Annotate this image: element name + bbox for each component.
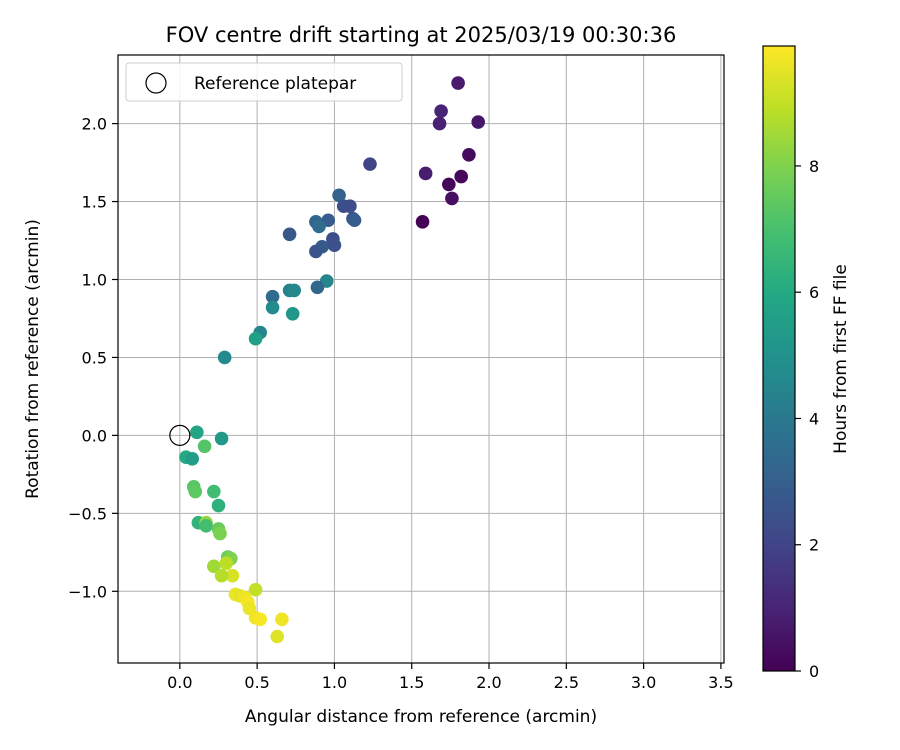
x-axis-ticks: 0.0 0.5 1.0 1.5 2.0 2.5 3.0 3.5 xyxy=(167,663,734,692)
reference-marker-layer xyxy=(169,424,191,446)
data-point xyxy=(219,556,234,571)
y-tick-label: −1.0 xyxy=(68,582,107,601)
data-point xyxy=(363,157,377,171)
x-tick-label: 3.5 xyxy=(708,673,733,692)
plot-frame xyxy=(117,54,725,664)
data-point xyxy=(253,612,268,627)
data-point xyxy=(454,169,468,184)
colorbar-tick-label: 2 xyxy=(809,536,819,555)
data-point xyxy=(207,484,221,499)
legend: Reference platepar xyxy=(125,62,403,102)
data-point xyxy=(248,331,263,346)
reference-platepar-marker xyxy=(169,424,191,446)
colorbar-tick-label: 8 xyxy=(809,157,819,176)
x-tick-label: 3.0 xyxy=(631,673,656,692)
data-point xyxy=(199,519,213,533)
data-point xyxy=(275,612,289,627)
data-point xyxy=(214,568,229,583)
y-axis-ticks: −1.0 −0.5 0.0 0.5 1.0 1.5 2.0 xyxy=(68,115,118,601)
y-tick-label: 1.0 xyxy=(82,270,107,289)
grid-lines xyxy=(118,55,724,663)
x-tick-label: 0.0 xyxy=(167,673,192,692)
x-tick-label: 0.5 xyxy=(244,673,269,692)
data-point xyxy=(285,306,300,321)
colorbar: 0 2 4 6 8 Hours from first FF file xyxy=(762,45,851,681)
x-tick-label: 1.0 xyxy=(322,673,347,692)
data-point xyxy=(190,425,204,440)
data-point xyxy=(312,219,326,234)
y-tick-label: 0.0 xyxy=(82,426,107,445)
x-tick-label: 1.5 xyxy=(399,673,424,692)
data-point xyxy=(270,629,285,644)
colorbar-gradient xyxy=(763,46,795,671)
colorbar-tick-label: 4 xyxy=(809,409,819,428)
colorbar-frame xyxy=(762,45,796,672)
data-point xyxy=(327,238,342,252)
legend-entry-reference-platepar: Reference platepar xyxy=(194,74,356,94)
y-tick-label: 2.0 xyxy=(82,115,107,134)
data-point xyxy=(332,188,346,203)
data-point xyxy=(217,350,232,365)
colorbar-label: Hours from first FF file xyxy=(831,264,851,454)
data-point xyxy=(418,166,433,181)
data-point xyxy=(432,116,447,131)
data-point xyxy=(451,76,465,90)
colorbar-ticks: 0 2 4 6 8 xyxy=(795,157,819,681)
legend-reference-marker xyxy=(145,72,167,94)
data-point xyxy=(188,484,203,499)
x-axis-label: Angular distance from reference (arcmin) xyxy=(245,707,597,727)
data-point xyxy=(248,582,263,597)
data-point xyxy=(197,439,212,454)
data-point xyxy=(211,498,226,513)
data-point xyxy=(309,244,323,259)
data-point xyxy=(287,283,302,298)
y-tick-label: −0.5 xyxy=(68,504,107,523)
data-point xyxy=(207,559,221,574)
data-point xyxy=(185,451,200,466)
x-tick-label: 2.0 xyxy=(476,673,501,692)
data-point xyxy=(462,147,476,162)
data-point xyxy=(343,199,357,214)
data-point xyxy=(213,526,227,541)
legend-box xyxy=(125,62,403,102)
colorbar-tick-label: 6 xyxy=(809,283,819,302)
y-axis-label: Rotation from reference (arcmin) xyxy=(23,219,43,499)
data-point xyxy=(347,213,362,228)
data-point xyxy=(442,177,456,192)
data-point xyxy=(434,104,448,118)
y-tick-label: 1.5 xyxy=(82,193,107,212)
x-tick-label: 2.5 xyxy=(554,673,579,692)
data-point xyxy=(265,289,280,304)
data-point xyxy=(310,280,325,295)
data-point xyxy=(445,191,459,206)
data-point xyxy=(471,115,485,129)
y-tick-label: 0.5 xyxy=(82,348,107,367)
data-point xyxy=(214,431,229,446)
colorbar-tick-label: 0 xyxy=(809,662,819,681)
data-point xyxy=(415,215,430,229)
data-point xyxy=(265,300,280,315)
data-point xyxy=(282,227,297,242)
data-points xyxy=(179,76,485,644)
data-point xyxy=(225,568,240,583)
chart-title: FOV centre drift starting at 2025/03/19 … xyxy=(166,23,677,47)
